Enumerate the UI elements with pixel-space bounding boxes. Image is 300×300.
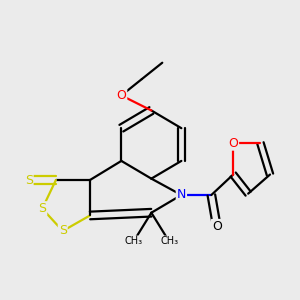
Text: N: N — [177, 188, 186, 202]
Text: S: S — [38, 202, 46, 215]
Text: O: O — [212, 220, 222, 233]
Text: S: S — [59, 224, 67, 238]
Text: O: O — [228, 137, 238, 150]
Text: O: O — [116, 89, 126, 102]
Text: CH₃: CH₃ — [124, 236, 143, 246]
Text: CH₃: CH₃ — [160, 236, 178, 246]
Text: S: S — [25, 173, 33, 187]
